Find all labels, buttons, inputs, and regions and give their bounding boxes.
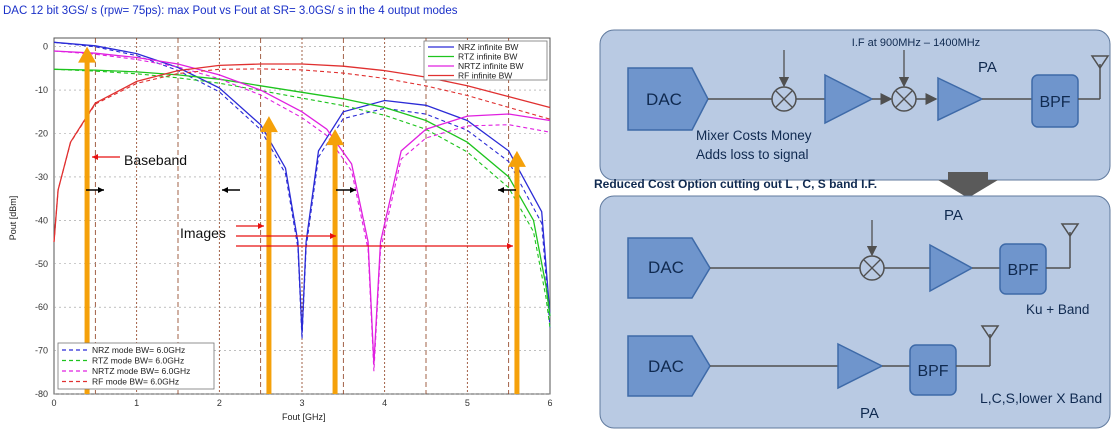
y-tick-label: -10 [35, 85, 48, 95]
bottom-dac-block-2: DAC [627, 335, 711, 397]
signal-arrows [78, 46, 526, 394]
shift-arrow-1-head [98, 187, 104, 193]
baseband-label: Baseband [124, 152, 187, 168]
top-dac-block: DAC [627, 67, 709, 131]
image-pointer-3-head [507, 243, 513, 249]
mixer-loss-note: Adds loss to signal [696, 147, 809, 162]
legend-label: NRZ mode BW= 6.0GHz [92, 345, 185, 355]
x-tick-label: 5 [465, 398, 470, 408]
y-tick-label: -30 [35, 172, 48, 182]
series-line-nrtz [53, 50, 551, 364]
series-line-rf-bw [53, 68, 551, 243]
x-tick-label: 0 [51, 398, 56, 408]
x-axis-label: Fout [GHz] [282, 412, 326, 422]
top-amplifier-1 [824, 73, 874, 125]
legend-label: NRZ infinite BW [458, 42, 518, 52]
signal-arrow-head [507, 150, 526, 167]
series-line-rtz [53, 68, 551, 316]
y-tick-label: -20 [35, 129, 48, 139]
signal-arrow-head [259, 116, 278, 133]
legend-label: NRTZ mode BW= 6.0GHz [92, 366, 190, 376]
axis-ticks: 0-10-20-30-40-50-60-70-800 1 2 3 4 5 6 [35, 42, 553, 408]
legend-label: RF mode BW= 6.0GHz [92, 377, 179, 387]
top-pa-label: PA [978, 59, 997, 76]
top-power-amplifier [937, 76, 984, 122]
y-tick-label: -80 [35, 389, 48, 399]
bottom-bpf-2-label: BPF [917, 363, 948, 380]
grid [54, 38, 550, 395]
y-tick-label: 0 [43, 42, 48, 52]
legend-label: RF infinite BW [458, 71, 512, 81]
x-tick-label: 6 [547, 398, 552, 408]
x-tick-label: 2 [217, 398, 222, 408]
bottom-power-amplifier-2 [837, 342, 884, 390]
top-antenna-icon [1090, 55, 1110, 99]
down-arrow-icon [938, 172, 998, 198]
x-tick-label: 4 [382, 398, 387, 408]
bottom-antenna-2-icon [980, 325, 1000, 366]
if-frequency-label: I.F at 900MHz – 1400MHz [852, 37, 980, 49]
shift-arrow-4-head [498, 187, 504, 193]
y-tick-label: -50 [35, 259, 48, 269]
bottom-chain-panel [599, 195, 1111, 429]
shift-arrow-3-head [350, 187, 356, 193]
bottom-power-amplifier-1 [929, 243, 974, 293]
image-pointer-2-head [330, 233, 336, 239]
bottom-dac-block-1: DAC [627, 237, 711, 299]
bottom-pa-bottom-label: PA [860, 405, 879, 422]
bottom-bpf-1-label: BPF [1007, 262, 1038, 279]
chart-title: DAC 12 bit 3GS/ s (rpw= 75ps): max Pout … [3, 5, 458, 17]
bottom-bpf-block-2: BPF [909, 344, 957, 396]
bottom-pa-top-label: PA [944, 207, 963, 224]
rf-chain-diagram: DAC I.F at 900MHz – 1400MHz PA BPF Mixer… [594, 29, 1111, 429]
top-bpf-label: BPF [1039, 94, 1070, 111]
signal-arrow-head [326, 129, 345, 146]
series-line-rtz-bw [53, 68, 551, 328]
top-mixer-1 [771, 50, 797, 112]
bottom-dac-2-label: DAC [648, 357, 684, 376]
baseband-pointer-head [92, 154, 98, 160]
image-pointer-1-head [258, 223, 264, 229]
bottom-dac-1-label: DAC [648, 258, 684, 277]
y-tick-label: -70 [35, 346, 48, 356]
reduced-cost-caption: Reduced Cost Option cutting out L , C, S… [594, 177, 877, 191]
mixer-cost-note: Mixer Costs Money [696, 128, 812, 143]
series-line-nrz-bw [53, 41, 551, 340]
top-dac-label: DAC [646, 90, 682, 109]
y-tick-label: -40 [35, 215, 48, 225]
x-tick-label: 1 [134, 398, 139, 408]
ku-band-label: Ku + Band [1026, 302, 1089, 317]
shift-arrow-2-head [222, 187, 228, 193]
y-tick-label: -60 [35, 302, 48, 312]
legend-label: NRTZ infinite BW [458, 61, 524, 71]
legend-label: RTZ mode BW= 6.0GHz [92, 356, 184, 366]
bottom-bpf-block-1: BPF [999, 243, 1047, 295]
y-axis-label: Pout [dBm] [8, 196, 18, 241]
pout-vs-fout-chart: DAC 12 bit 3GS/ s (rpw= 75ps): max Pout … [3, 5, 553, 422]
images-label: Images [180, 225, 226, 241]
top-bpf-block: BPF [1031, 74, 1079, 128]
series-line-rf [53, 63, 551, 243]
annotation-arrows [86, 154, 516, 249]
legend-label: RTZ infinite BW [458, 52, 517, 62]
x-tick-label: 3 [299, 398, 304, 408]
series-lines [53, 41, 551, 372]
lcs-band-label: L,C,S,lower X Band [980, 390, 1102, 406]
bottom-antenna-1-icon [1060, 223, 1080, 268]
signal-arrow-head [78, 46, 97, 63]
